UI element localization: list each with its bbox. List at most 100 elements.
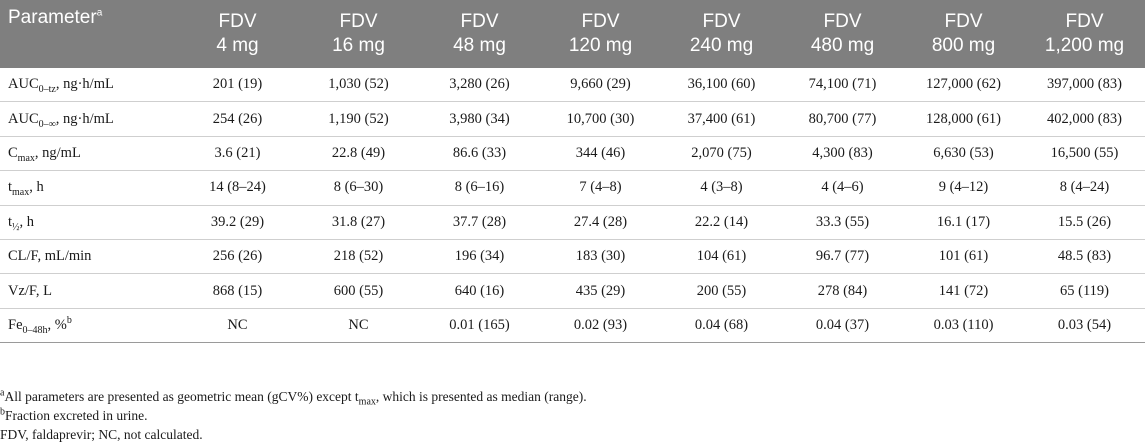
table-row: t½, h 39.2 (29) 31.8 (27) 37.7 (28) 27.4 (28… (0, 205, 1145, 240)
value-cell: 36,100 (60) (661, 68, 782, 103)
footnote-a-mark: a (0, 387, 5, 399)
value-cell: 104 (61) (661, 239, 782, 275)
value-cell: 9,660 (29) (540, 68, 661, 103)
value-cell: 256 (26) (177, 239, 298, 275)
footnote-a-subscript: max (358, 396, 376, 408)
value-cell: 101 (61) (903, 239, 1024, 275)
value-cell: 600 (55) (298, 273, 419, 309)
parameter-unit: , ng·h/mL (55, 110, 114, 127)
value-cell: 218 (52) (298, 239, 419, 275)
dose-header-drug: FDV (218, 11, 257, 32)
value-cell: 402,000 (83) (1024, 101, 1145, 137)
dose-header-dose: 800 mg (931, 35, 996, 56)
value-cell: 27.4 (28) (540, 205, 661, 240)
parameter-subscript: 0–∞ (38, 118, 56, 130)
dose-header-dose: 120 mg (568, 35, 633, 56)
value-cell: 96.7 (77) (782, 239, 903, 275)
footnote-b: bFraction excreted in urine. (0, 406, 587, 425)
value-cell: 0.02 (93) (540, 308, 661, 344)
value-cell: 22.2 (14) (661, 205, 782, 240)
table-row: Vz/F, L 868 (15) 600 (55) 640 (16) 435 (29) 2… (0, 273, 1145, 309)
value-cell: 0.03 (54) (1024, 308, 1145, 344)
parameter-name: t (8, 179, 13, 196)
parameter-unit: , ng/mL (34, 144, 81, 161)
value-cell: 15.5 (26) (1024, 205, 1145, 240)
parameter-unit: , h (19, 213, 35, 230)
value-cell: 3,980 (34) (419, 101, 540, 137)
parameter-cell: Cmax, ng/mL (0, 136, 177, 172)
dose-header-drug: FDV (702, 11, 741, 32)
parameter-subscript: 0–48h (22, 324, 48, 336)
value-cell: 48.5 (83) (1024, 239, 1145, 275)
dose-header-dose: 4 mg (216, 35, 259, 56)
value-cell: 128,000 (61) (903, 101, 1024, 137)
dose-header: FDV 480 mg (782, 0, 903, 68)
parameter-unit: , ng·h/mL (55, 76, 114, 93)
value-cell: 7 (4–8) (540, 170, 661, 206)
value-cell: 31.8 (27) (298, 205, 419, 240)
parameter-name: t (8, 213, 13, 230)
value-cell: 39.2 (29) (177, 205, 298, 240)
value-cell: NC (298, 308, 419, 344)
parameter-name: Vz/F, L (8, 282, 52, 299)
value-cell: 74,100 (71) (782, 68, 903, 103)
table-row: AUC0–tz, ng·h/mL 201 (19) 1,030 (52) 3,280 … (0, 68, 1145, 103)
dose-header: FDV 48 mg (419, 0, 540, 68)
value-cell: 868 (15) (177, 273, 298, 309)
value-cell: NC (177, 308, 298, 344)
value-cell: 22.8 (49) (298, 136, 419, 172)
footnote-b-mark: b (0, 406, 5, 418)
footnote-a-text: All parameters are presented as geometri… (4, 389, 359, 404)
parameter-footnote-mark: b (66, 315, 72, 327)
parameter-cell: AUC0–tz, ng·h/mL (0, 68, 177, 103)
value-cell: 200 (55) (661, 273, 782, 309)
parameter-cell: CL/F, mL/min (0, 239, 177, 275)
table-footnotes: aAll parameters are presented as geometr… (0, 387, 587, 444)
parameter-subscript: max (12, 187, 30, 199)
value-cell: 0.04 (68) (661, 308, 782, 344)
value-cell: 80,700 (77) (782, 101, 903, 137)
dose-header-dose: 16 mg (332, 35, 385, 56)
value-cell: 344 (46) (540, 136, 661, 172)
dose-header: FDV 240 mg (661, 0, 782, 68)
parameter-cell: AUC0–∞, ng·h/mL (0, 101, 177, 137)
value-cell: 37.7 (28) (419, 205, 540, 240)
dose-header: FDV 1,200 mg (1024, 0, 1145, 68)
dose-header-drug: FDV (460, 11, 499, 32)
pk-parameters-table: Parametera FDV 4 mg FDV 16 mg FDV 48 mg FDV… (0, 0, 1145, 344)
dose-header-drug: FDV (1065, 11, 1104, 32)
parameter-name: Fe (8, 316, 23, 333)
value-cell: 1,030 (52) (298, 68, 419, 103)
value-cell: 65 (119) (1024, 273, 1145, 309)
table-row: AUC0–∞, ng·h/mL 254 (26) 1,190 (52) 3,980 (… (0, 101, 1145, 137)
parameter-cell: Vz/F, L (0, 273, 177, 309)
dose-header-dose: 48 mg (453, 35, 506, 56)
parameter-subscript: 0–tz (38, 84, 56, 96)
value-cell: 3,280 (26) (419, 68, 540, 103)
value-cell: 6,630 (53) (903, 136, 1024, 172)
table-row: tmax, h 14 (8–24) 8 (6–30) 8 (6–16) 7 (4–8) 4… (0, 170, 1145, 206)
value-cell: 397,000 (83) (1024, 68, 1145, 103)
value-cell: 33.3 (55) (782, 205, 903, 240)
footnote-a: aAll parameters are presented as geometr… (0, 387, 587, 408)
value-cell: 183 (30) (540, 239, 661, 275)
parameter-header-label: Parameter (8, 7, 97, 28)
dose-header: FDV 4 mg (177, 0, 298, 68)
dose-header-drug: FDV (581, 11, 620, 32)
parameter-cell: t½, h (0, 205, 177, 240)
value-cell: 4 (3–8) (661, 170, 782, 206)
value-cell: 278 (84) (782, 273, 903, 309)
footnote-a-text-end: , which is presented as median (range). (375, 389, 587, 404)
dose-header-drug: FDV (944, 11, 983, 32)
parameter-unit: , % (47, 316, 67, 333)
value-cell: 8 (4–24) (1024, 170, 1145, 206)
value-cell: 8 (6–16) (419, 170, 540, 206)
parameter-cell: Fe0–48h, %b (0, 308, 177, 344)
dose-header-dose: 240 mg (689, 35, 754, 56)
parameter-header-footnote-mark: a (96, 7, 103, 19)
value-cell: 3.6 (21) (177, 136, 298, 172)
footnote-abbreviations: FDV, faldaprevir; NC, not calculated. (0, 427, 203, 442)
value-cell: 1,190 (52) (298, 101, 419, 137)
value-cell: 37,400 (61) (661, 101, 782, 137)
parameter-unit: , h (29, 179, 44, 196)
